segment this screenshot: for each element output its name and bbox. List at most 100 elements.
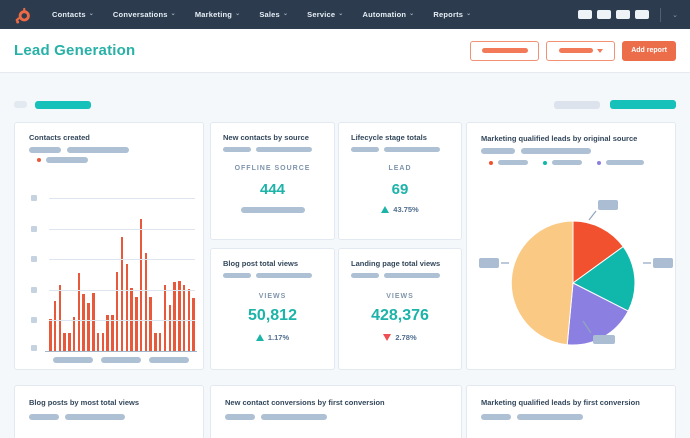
redacted-y-tick-pill	[31, 226, 37, 232]
metric-label: LEAD	[388, 165, 412, 172]
pie-slice-segment-4[interactable]	[510, 220, 574, 346]
pie-chart	[479, 200, 673, 346]
chevron-down-icon: ⌄	[338, 11, 344, 17]
pie-legend	[489, 160, 644, 165]
nav-divider	[660, 7, 662, 22]
dashboard-filter-row	[14, 96, 676, 110]
nav-item-service[interactable]: Service ⌄	[307, 10, 343, 19]
redacted-y-tick-pill	[31, 195, 37, 201]
filter-dropdown-button[interactable]	[546, 40, 616, 61]
nav-icon-placeholder[interactable]	[635, 10, 650, 19]
redacted-text-pill	[498, 160, 528, 165]
redacted-axis-label-pill	[101, 357, 141, 363]
redacted-y-tick-pill	[31, 287, 37, 293]
redacted-axis-label-pill	[53, 357, 93, 363]
nav-item-automation[interactable]: Automation ⌄	[363, 10, 415, 19]
bar-series	[49, 219, 195, 351]
card-landing-page-total-views: Landing page total views VIEWS 428,376 2…	[338, 248, 462, 370]
chevron-down-icon: ⌄	[170, 11, 176, 17]
nav-item-label: Contacts	[52, 10, 86, 19]
bar	[158, 333, 162, 351]
redacted-text-pill	[558, 48, 593, 53]
legend-dot	[37, 158, 41, 162]
redacted-pie-label-pill	[593, 335, 615, 344]
bar	[135, 297, 138, 351]
x-axis-line	[45, 351, 197, 352]
bar	[115, 272, 119, 351]
nav-item-label: Service	[307, 10, 336, 19]
bar	[106, 315, 109, 351]
redacted-text-pill	[29, 414, 59, 420]
nav-item-marketing[interactable]: Marketing ⌄	[195, 10, 240, 19]
redacted-text-pill	[223, 147, 251, 152]
nav-item-contacts[interactable]: Contacts ⌄	[52, 10, 94, 19]
nav-icon-placeholder[interactable]	[597, 10, 612, 19]
legend-dot	[597, 160, 601, 165]
bar	[192, 298, 195, 351]
redacted-text-pill	[517, 414, 583, 420]
grid-line	[49, 290, 195, 291]
redacted-pie-label-pill	[653, 258, 673, 268]
card-blog-posts-by-most-total-views: Blog posts by most total views	[14, 385, 204, 438]
chevron-down-icon	[596, 48, 603, 53]
date-range-filter-button[interactable]	[470, 40, 540, 61]
card-title: Contacts created	[29, 133, 90, 142]
pie-slice-segment-2[interactable]	[572, 245, 636, 312]
bar	[173, 282, 176, 351]
redacted-text-pill	[481, 414, 511, 420]
card-title: Landing page total views	[351, 259, 441, 268]
redacted-y-tick-pill	[31, 256, 37, 262]
card-title: Blog posts by most total views	[29, 398, 140, 407]
card-contacts-created: Contacts created	[14, 122, 204, 370]
metric-delta: 1.17%	[211, 333, 334, 342]
hubspot-logo-icon[interactable]	[12, 4, 34, 26]
metric-value: 444	[259, 181, 286, 198]
redacted-text-pill	[65, 414, 125, 420]
chevron-down-icon: ⌄	[466, 11, 472, 17]
redacted-text-pill	[14, 101, 27, 109]
nav-item-conversations[interactable]: Conversations ⌄	[113, 10, 176, 19]
page-header: Lead Generation Add report	[0, 29, 690, 73]
trend-down-icon	[383, 334, 392, 341]
bar-chart	[15, 123, 205, 371]
redacted-text-pill	[606, 160, 644, 165]
metric-label: OFFLINE SOURCE	[234, 165, 311, 172]
pie-slice-segment-1[interactable]	[572, 220, 624, 284]
delta-value: 2.78%	[395, 333, 417, 342]
nav-icon-placeholder[interactable]	[578, 10, 593, 19]
card-mql-by-original-source: Marketing qualified leads by original so…	[466, 122, 676, 370]
account-chevron-down-icon[interactable]: ⌄	[672, 11, 678, 19]
nav-utilities: ⌄	[578, 7, 678, 22]
bar	[154, 333, 157, 351]
redacted-text-pill	[384, 273, 440, 278]
bar	[49, 319, 52, 351]
redacted-axis-label-pill	[149, 357, 189, 363]
nav-item-sales[interactable]: Sales ⌄	[259, 10, 288, 19]
bar	[168, 305, 172, 351]
metric-label: VIEWS	[386, 293, 414, 300]
add-report-button[interactable]: Add report	[622, 40, 676, 61]
trend-up-icon	[381, 206, 390, 213]
chevron-down-icon: ⌄	[235, 11, 241, 17]
nav-icon-placeholder[interactable]	[616, 10, 631, 19]
bar	[149, 297, 152, 351]
card-title: Marketing qualified leads by original so…	[481, 134, 638, 143]
chevron-down-icon: ⌄	[409, 11, 415, 17]
redacted-filter-pill-teal[interactable]	[35, 100, 92, 109]
nav-item-label: Conversations	[112, 10, 168, 19]
grid-line	[49, 229, 195, 230]
nav-item-reports[interactable]: Reports ⌄	[433, 10, 471, 19]
bar	[101, 333, 105, 351]
card-lifecycle-stage-totals: Lifecycle stage totals LEAD 69 43.75%	[338, 122, 462, 240]
bar	[77, 273, 81, 351]
metric-value: 428,376	[371, 307, 429, 324]
nav-menu: Contacts ⌄ Conversations ⌄ Marketing ⌄ Sales ⌄ S…	[52, 10, 471, 19]
card-blog-post-total-views: Blog post total views VIEWS 50,812 1.17%	[210, 248, 335, 370]
chart-legend	[37, 157, 88, 163]
redacted-filter-pill-teal[interactable]	[610, 100, 676, 110]
redacted-text-pill	[256, 147, 312, 152]
metric-value: 50,812	[248, 307, 297, 324]
redacted-text-pill	[46, 157, 88, 163]
redacted-text-pill	[521, 148, 591, 154]
